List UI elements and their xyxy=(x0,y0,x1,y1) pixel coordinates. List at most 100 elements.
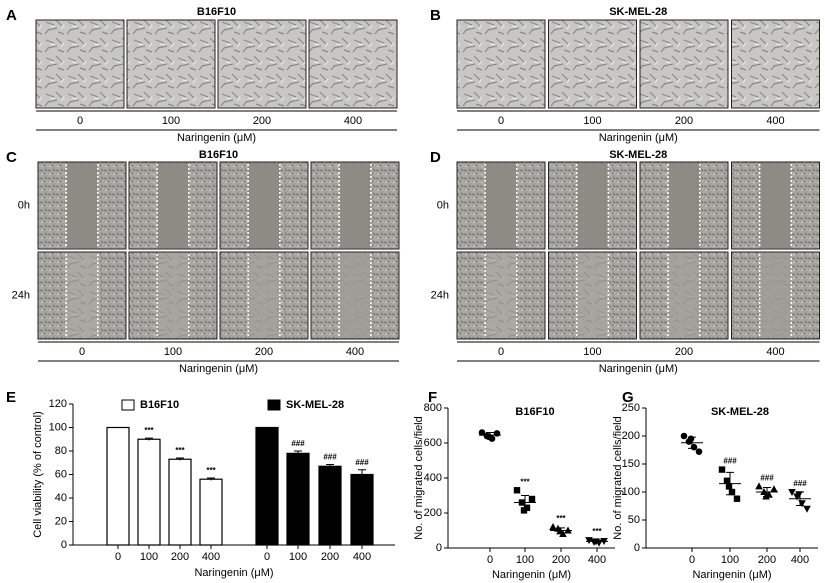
dose-label: 200 xyxy=(255,346,273,358)
wound-gap xyxy=(66,163,98,248)
x-tick-label: 0 xyxy=(115,551,121,563)
significance: *** xyxy=(175,446,185,455)
panel-title: SK-MEL-28 xyxy=(609,6,667,18)
y-tick-label: 0 xyxy=(634,542,640,554)
row-label: 24h xyxy=(12,289,30,301)
y-axis-title: No. of migrated cells/field xyxy=(612,416,624,540)
y-tick-label: 0 xyxy=(61,539,67,551)
micrograph xyxy=(217,19,307,109)
panel-label: D xyxy=(430,149,441,166)
error-bar xyxy=(486,432,494,439)
y-tick-label: 50 xyxy=(628,514,640,526)
y-tick-label: 80 xyxy=(55,445,67,457)
dose-label: 100 xyxy=(164,346,182,358)
error-bar xyxy=(326,464,334,469)
y-tick-label: 200 xyxy=(424,507,442,519)
wound-gap xyxy=(157,163,189,248)
x-tick-label: 100 xyxy=(516,554,534,566)
significance: ### xyxy=(291,439,305,448)
wound-gap xyxy=(759,163,792,248)
x-axis-title: Naringenin (μM) xyxy=(177,132,256,144)
panel-label: F xyxy=(428,389,437,406)
dose-label: 0 xyxy=(77,115,83,127)
y-tick-label: 100 xyxy=(622,486,640,498)
y-tick-label: 100 xyxy=(49,421,67,433)
x-tick-label: 400 xyxy=(791,554,809,566)
x-axis-title: Naringenin (μM) xyxy=(194,567,273,579)
y-tick-label: 60 xyxy=(55,468,67,480)
y-tick-label: 250 xyxy=(622,402,640,414)
data-point xyxy=(549,523,557,530)
x-tick-label: 400 xyxy=(353,551,371,563)
dose-label: 100 xyxy=(583,346,601,358)
error-bar xyxy=(726,471,734,496)
x-axis-title: Naringenin (μM) xyxy=(599,363,678,375)
x-tick-label: 400 xyxy=(588,554,606,566)
panel-label: B xyxy=(430,7,441,24)
error-bar xyxy=(358,469,366,480)
error-bar xyxy=(145,437,153,441)
y-tick-label: 120 xyxy=(49,398,67,410)
dose-label: 100 xyxy=(583,115,601,127)
legend-label: B16F10 xyxy=(140,399,179,411)
data-point xyxy=(485,433,493,441)
data-point xyxy=(723,477,731,484)
wound-gap xyxy=(576,163,609,248)
data-point xyxy=(718,466,726,473)
wound-gap xyxy=(339,163,371,248)
y-axis-title: No. of migrated cells/field xyxy=(413,416,425,540)
significance: *** xyxy=(520,477,530,486)
dose-label: 100 xyxy=(162,115,180,127)
x-tick-label: 200 xyxy=(171,551,189,563)
significance: ### xyxy=(760,474,774,483)
dose-label: 200 xyxy=(675,346,693,358)
significance: *** xyxy=(206,466,216,475)
panel-title: B16F10 xyxy=(199,149,238,161)
bar xyxy=(168,458,192,546)
error-bar xyxy=(294,450,302,456)
dose-label: 400 xyxy=(766,346,784,358)
dose-label: 200 xyxy=(675,115,693,127)
wound-gap xyxy=(668,163,700,248)
dose-label: 400 xyxy=(766,115,784,127)
data-point xyxy=(695,448,703,455)
bar xyxy=(137,438,161,546)
dose-label: 0 xyxy=(79,346,85,358)
x-tick-label: 100 xyxy=(140,551,158,563)
significance: *** xyxy=(144,426,154,435)
data-point xyxy=(728,488,736,496)
bar xyxy=(199,478,223,546)
dose-label: 0 xyxy=(498,115,504,127)
micrograph xyxy=(639,19,729,109)
x-tick-label: 100 xyxy=(289,551,307,563)
data-point xyxy=(755,482,763,490)
error-bar xyxy=(763,487,771,497)
bar xyxy=(350,473,374,546)
x-axis-title: Naringenin (μM) xyxy=(599,132,678,144)
significance: *** xyxy=(592,527,602,536)
migrated-cells xyxy=(339,253,371,338)
significance: ### xyxy=(323,453,337,462)
data-point xyxy=(795,491,803,499)
panel-title: SK-MEL-28 xyxy=(609,149,667,161)
panel-title: B16F10 xyxy=(197,6,236,18)
significance: ### xyxy=(723,457,737,466)
migrated-cells xyxy=(248,253,280,338)
significance: *** xyxy=(556,514,566,523)
y-tick-label: 400 xyxy=(424,472,442,484)
dose-label: 400 xyxy=(344,115,362,127)
y-tick-label: 200 xyxy=(622,430,640,442)
data-point xyxy=(680,432,688,440)
error-bar xyxy=(796,491,804,506)
y-tick-label: 800 xyxy=(424,402,442,414)
error-bar xyxy=(557,527,565,534)
error-bar xyxy=(176,457,184,461)
error-bar xyxy=(593,539,601,543)
x-axis-title: Naringenin (μM) xyxy=(492,569,571,581)
x-axis-title: Naringenin (μM) xyxy=(179,363,258,375)
micrograph xyxy=(548,19,637,109)
significance: ### xyxy=(793,479,807,488)
x-tick-label: 0 xyxy=(487,554,493,566)
micrograph xyxy=(456,19,546,109)
